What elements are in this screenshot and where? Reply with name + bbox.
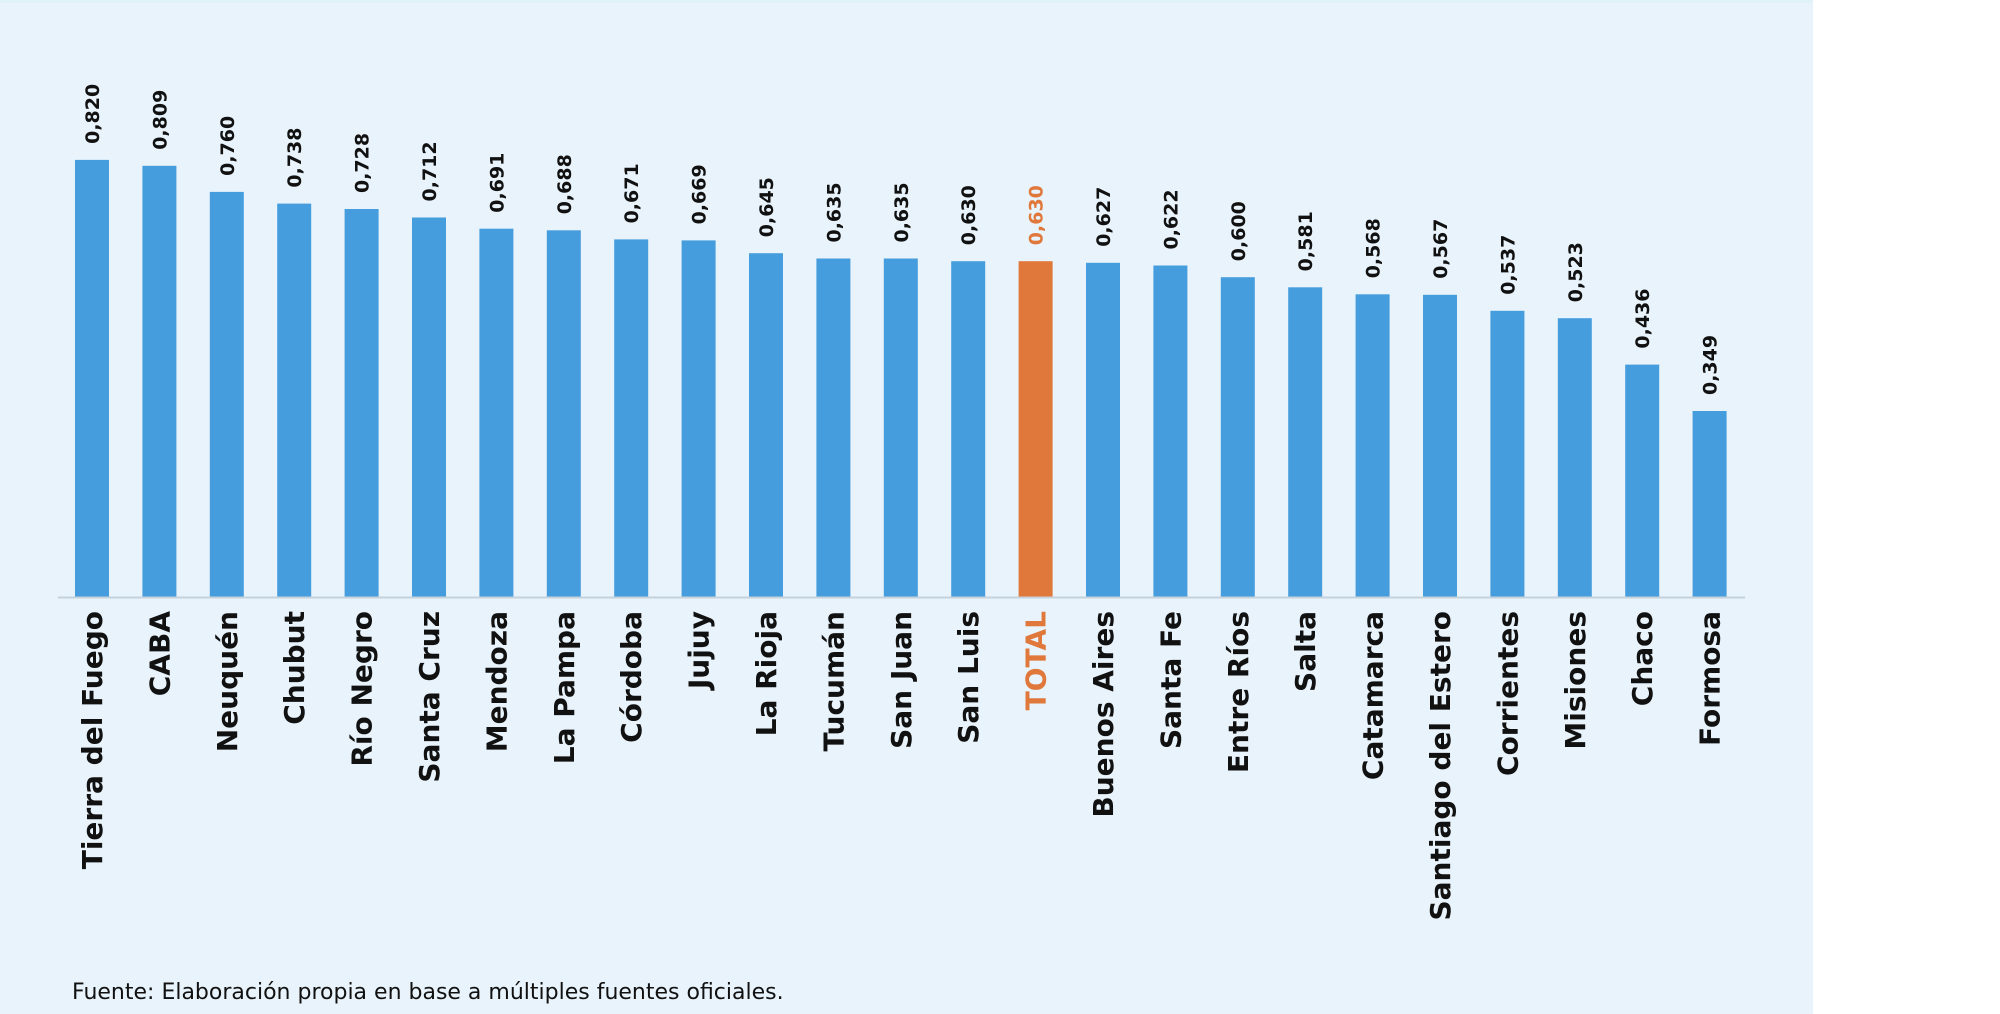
category-label-catamarca: Catamarca <box>1357 611 1390 780</box>
bar-santa-fe <box>1153 265 1188 597</box>
bar-catamarca <box>1355 294 1390 597</box>
bars-group <box>75 159 1727 598</box>
value-labels-group: 0,820 0,809 0,760 0,738 0,728 0,712 0,691 0,688… <box>82 84 1722 395</box>
category-label-rio-negro: Río Negro <box>346 611 379 767</box>
category-label-misiones: Misiones <box>1559 611 1592 750</box>
bar-entre-rios <box>1220 277 1255 597</box>
category-label-neuquen: Neuquén <box>211 611 244 752</box>
value-label-corrientes: 0,537 <box>1497 235 1519 295</box>
value-label-mendoza: 0,691 <box>486 153 508 213</box>
value-label-caba: 0,809 <box>149 90 171 150</box>
value-label-san-juan: 0,635 <box>891 182 913 242</box>
category-label-tucuman: Tucumán <box>817 611 850 752</box>
value-label-entre-rios: 0,600 <box>1228 201 1250 261</box>
category-label-san-luis: San Luis <box>952 611 985 744</box>
bar-tucuman <box>816 258 851 597</box>
category-label-total: TOTAL <box>1020 611 1053 710</box>
bar-chubut <box>277 203 312 597</box>
category-label-santa-fe: Santa Fe <box>1154 611 1187 749</box>
bar-caba <box>142 165 177 598</box>
category-label-santa-cruz: Santa Cruz <box>413 611 446 783</box>
category-label-jujuy: Jujuy <box>683 611 716 691</box>
value-label-catamarca: 0,568 <box>1363 218 1385 278</box>
value-label-buenos-aires: 0,627 <box>1093 187 1115 247</box>
bar-la-rioja <box>749 253 783 597</box>
bar-la-pampa <box>546 230 581 598</box>
value-label-santa-cruz: 0,712 <box>419 141 441 201</box>
value-label-tierra-del-fuego: 0,820 <box>82 84 104 144</box>
bar-misiones <box>1557 318 1592 597</box>
bar-formosa <box>1692 411 1727 597</box>
value-label-misiones: 0,523 <box>1565 242 1587 302</box>
category-label-santiago-del-estero: Santiago del Estero <box>1424 611 1457 921</box>
bar-santa-cruz <box>412 217 446 597</box>
category-label-la-pampa: La Pampa <box>548 611 581 764</box>
value-label-total: 0,630 <box>1026 185 1048 245</box>
bar-corrientes <box>1490 310 1525 597</box>
bar-salta <box>1288 287 1323 597</box>
value-label-chubut: 0,738 <box>284 127 306 187</box>
category-label-formosa: Formosa <box>1694 611 1727 746</box>
category-label-tierra-del-fuego: Tierra del Fuego <box>76 611 109 869</box>
category-label-san-juan: San Juan <box>885 611 918 749</box>
bar-san-juan <box>883 258 918 597</box>
value-label-tucuman: 0,635 <box>823 182 845 242</box>
category-label-corrientes: Corrientes <box>1491 611 1524 776</box>
value-label-formosa: 0,349 <box>1700 335 1722 395</box>
value-label-santiago-del-estero: 0,567 <box>1430 219 1452 279</box>
category-label-mendoza: Mendoza <box>480 611 513 752</box>
bar-rio-negro <box>344 209 379 597</box>
category-label-entre-rios: Entre Ríos <box>1222 611 1255 773</box>
value-label-cordoba: 0,671 <box>621 163 643 223</box>
category-label-buenos-aires: Buenos Aires <box>1087 611 1120 818</box>
bar-santiago-del-estero <box>1423 294 1457 597</box>
bar-cordoba <box>614 239 649 597</box>
category-label-chubut: Chubut <box>278 611 311 725</box>
bar-buenos-aires <box>1086 262 1120 597</box>
bar-total <box>1018 261 1053 597</box>
category-label-salta: Salta <box>1289 611 1322 692</box>
category-label-cordoba: Córdoba <box>615 611 648 743</box>
value-label-la-rioja: 0,645 <box>756 177 778 237</box>
value-label-neuquen: 0,760 <box>217 116 239 176</box>
category-label-la-rioja: La Rioja <box>750 611 783 736</box>
bar-san-luis <box>951 261 986 597</box>
bar-chart: 0,820 0,809 0,760 0,738 0,728 0,712 0,691 0,688… <box>58 84 1745 921</box>
value-label-santa-fe: 0,622 <box>1160 189 1182 249</box>
bar-mendoza <box>479 228 514 597</box>
chart-panel: 0,820 0,809 0,760 0,738 0,728 0,712 0,691 0,688… <box>0 0 1813 1014</box>
value-label-san-luis: 0,630 <box>958 185 980 245</box>
category-label-chaco: Chaco <box>1626 611 1659 706</box>
bar-jujuy <box>681 240 716 597</box>
source-note: Fuente: Elaboración propia en base a múl… <box>72 980 784 1005</box>
value-label-salta: 0,581 <box>1295 211 1317 271</box>
category-label-caba: CABA <box>143 611 176 697</box>
bar-tierra-del-fuego <box>75 159 109 597</box>
value-label-chaco: 0,436 <box>1632 288 1654 348</box>
category-labels-group: Tierra del Fuego CABA Neuquén Chubut Río Neg… <box>76 611 1727 921</box>
value-label-rio-negro: 0,728 <box>352 133 374 193</box>
value-label-jujuy: 0,669 <box>689 164 711 224</box>
bar-neuquen <box>209 191 244 597</box>
bar-chaco <box>1625 364 1660 597</box>
value-label-la-pampa: 0,688 <box>554 154 576 214</box>
